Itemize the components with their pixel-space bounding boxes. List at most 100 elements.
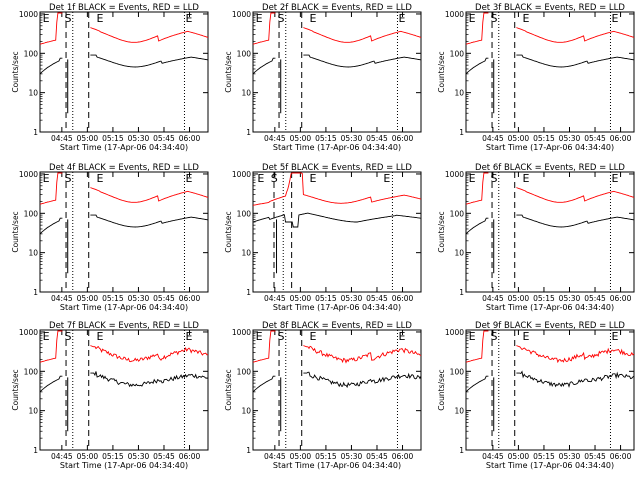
x-tick-label: 04:45 bbox=[51, 452, 73, 461]
marker-label: E bbox=[185, 172, 192, 185]
series-lld bbox=[465, 330, 635, 364]
y-tick-label: 1000 bbox=[19, 10, 38, 19]
y-tick-label: 1 bbox=[33, 446, 38, 455]
series-lld bbox=[252, 172, 422, 206]
x-tick-label: 05:30 bbox=[128, 134, 150, 143]
x-tick-label: 05:45 bbox=[584, 294, 606, 303]
y-tick-label: 10 bbox=[28, 407, 38, 416]
series-lld bbox=[252, 330, 422, 364]
marker-label: E bbox=[96, 172, 103, 185]
x-tick-label: 04:45 bbox=[264, 294, 286, 303]
plot-frame bbox=[252, 11, 422, 133]
x-axis-label: Start Time (17-Apr-06 04:34:40) bbox=[60, 143, 188, 152]
marker-label: S bbox=[491, 12, 498, 25]
marker-label: E bbox=[522, 330, 529, 343]
y-tick-label: 100 bbox=[450, 49, 465, 58]
marker-label: E bbox=[185, 12, 192, 25]
panel-3: Det 3f BLACK = Events, RED = LLD 1 10 100 10… bbox=[437, 3, 635, 152]
y-axis-label: Counts/sec bbox=[224, 51, 233, 92]
y-tick-label: 100 bbox=[24, 49, 39, 58]
marker-label: E bbox=[256, 12, 263, 25]
x-tick-label: 05:45 bbox=[153, 294, 175, 303]
y-axis-label: Counts/sec bbox=[437, 211, 446, 252]
plot-frame bbox=[39, 171, 209, 293]
marker-label: E bbox=[43, 12, 50, 25]
plot-frame bbox=[39, 11, 209, 133]
y-tick-label: 10 bbox=[241, 249, 251, 258]
x-axis-label: Start Time (17-Apr-06 04:34:40) bbox=[273, 303, 401, 312]
marker-label: E bbox=[43, 172, 50, 185]
y-tick-label: 1000 bbox=[232, 328, 251, 337]
series-lld bbox=[39, 330, 209, 363]
marker-label: E bbox=[469, 330, 476, 343]
x-tick-label: 04:45 bbox=[51, 134, 73, 143]
x-tick-label: 06:00 bbox=[610, 134, 632, 143]
plot-frame bbox=[252, 171, 422, 293]
x-tick-label: 06:00 bbox=[392, 452, 414, 461]
marker-label: S bbox=[65, 330, 72, 343]
x-tick-label: 05:30 bbox=[559, 294, 581, 303]
series-lld bbox=[39, 172, 209, 205]
panel-title: Det 8f BLACK = Events, RED = LLD bbox=[262, 321, 412, 331]
y-tick-label: 100 bbox=[24, 209, 39, 218]
series-lld bbox=[252, 12, 422, 45]
y-tick-label: 10 bbox=[241, 89, 251, 98]
x-tick-label: 05:15 bbox=[315, 134, 337, 143]
x-axis-label: Start Time (17-Apr-06 04:34:40) bbox=[273, 143, 401, 152]
series-events bbox=[39, 371, 209, 393]
series-events bbox=[39, 214, 209, 235]
panel-5: Det 5f BLACK = Events, RED = LLD 1 10 100 10… bbox=[224, 163, 422, 312]
marker-label: E bbox=[469, 12, 476, 25]
y-axis-label: Counts/sec bbox=[11, 211, 20, 252]
x-tick-label: 05:00 bbox=[290, 294, 312, 303]
x-tick-label: 05:30 bbox=[559, 134, 581, 143]
series-events bbox=[252, 212, 422, 228]
series-lld bbox=[465, 12, 635, 45]
marker-label: E bbox=[469, 172, 476, 185]
series-lld bbox=[39, 12, 209, 45]
x-tick-label: 05:15 bbox=[315, 294, 337, 303]
marker-label: E bbox=[96, 12, 103, 25]
x-axis-label: Start Time (17-Apr-06 04:34:40) bbox=[486, 143, 614, 152]
y-tick-label: 100 bbox=[450, 209, 465, 218]
x-tick-label: 05:30 bbox=[341, 294, 363, 303]
x-tick-label: 05:00 bbox=[77, 134, 99, 143]
y-tick-label: 1 bbox=[459, 128, 464, 137]
y-tick-label: 1000 bbox=[232, 10, 251, 19]
panel-4: Det 4f BLACK = Events, RED = LLD 1 10 100 10… bbox=[11, 163, 209, 312]
x-tick-label: 04:45 bbox=[482, 134, 504, 143]
y-tick-label: 1 bbox=[33, 288, 38, 297]
x-tick-label: 05:00 bbox=[290, 134, 312, 143]
x-tick-label: 06:00 bbox=[179, 452, 201, 461]
x-axis-label: Start Time (17-Apr-06 04:34:40) bbox=[273, 461, 401, 470]
series-lld bbox=[465, 172, 635, 205]
x-tick-label: 05:45 bbox=[366, 294, 388, 303]
x-tick-label: 05:15 bbox=[102, 452, 124, 461]
marker-label: E bbox=[383, 172, 390, 185]
y-tick-label: 100 bbox=[237, 209, 252, 218]
y-tick-label: 100 bbox=[237, 49, 252, 58]
x-tick-label: 05:30 bbox=[341, 452, 363, 461]
x-tick-label: 05:15 bbox=[102, 134, 124, 143]
x-tick-label: 05:45 bbox=[584, 134, 606, 143]
x-tick-label: 04:45 bbox=[482, 452, 504, 461]
x-tick-label: 04:45 bbox=[482, 294, 504, 303]
marker-label: S bbox=[491, 330, 498, 343]
y-tick-label: 10 bbox=[454, 89, 464, 98]
y-tick-label: 10 bbox=[28, 89, 38, 98]
y-tick-label: 1 bbox=[459, 288, 464, 297]
marker-label: E bbox=[611, 330, 618, 343]
y-axis-label: Counts/sec bbox=[437, 369, 446, 410]
x-axis-label: Start Time (17-Apr-06 04:34:40) bbox=[486, 303, 614, 312]
x-axis-label: Start Time (17-Apr-06 04:34:40) bbox=[60, 303, 188, 312]
y-tick-label: 1000 bbox=[445, 10, 464, 19]
x-tick-label: 05:30 bbox=[559, 452, 581, 461]
panel-9: Det 9f BLACK = Events, RED = LLD 1 10 100 10… bbox=[437, 321, 635, 470]
x-tick-label: 04:45 bbox=[264, 452, 286, 461]
y-tick-label: 10 bbox=[454, 407, 464, 416]
x-tick-label: 05:45 bbox=[584, 452, 606, 461]
x-tick-label: 05:00 bbox=[508, 452, 530, 461]
x-tick-label: 05:30 bbox=[128, 452, 150, 461]
x-tick-label: 05:15 bbox=[533, 134, 555, 143]
